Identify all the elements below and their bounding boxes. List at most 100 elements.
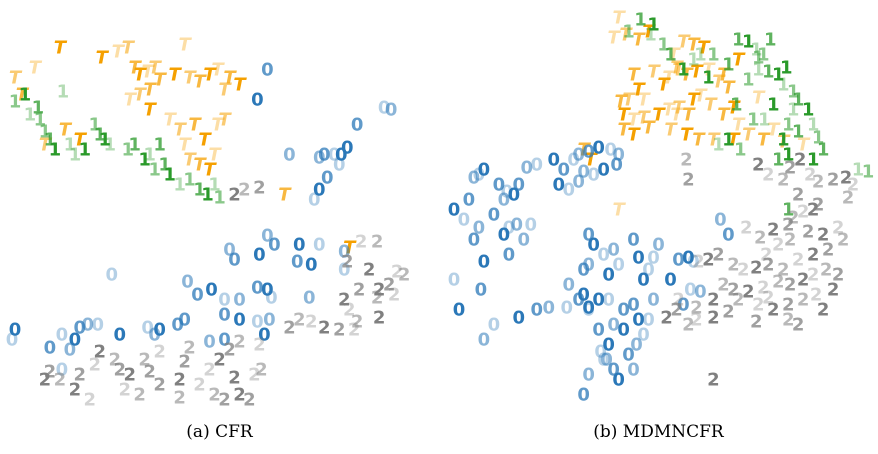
point-label-T: T [664,120,678,141]
point-label-T: T [672,60,686,81]
point-label-T: T [702,60,716,81]
point-label-2: 2 [690,310,703,331]
point-label-2: 2 [44,362,57,383]
point-label-T: T [203,65,217,86]
point-label-0: 0 [251,312,264,333]
point-label-T: T [178,35,192,56]
point-label-T: T [637,108,651,129]
point-label-T: T [144,80,158,101]
point-label-2: 2 [792,185,805,206]
point-label-T: T [9,68,23,89]
point-label-2: 2 [777,170,790,191]
point-label-T: T [722,78,736,99]
point-label-0: 0 [313,235,326,256]
point-label-2: 2 [822,240,835,261]
point-label-2: 2 [680,150,693,171]
point-label-0: 0 [677,295,690,316]
point-label-2: 2 [797,290,810,311]
point-label-T: T [16,85,30,106]
point-label-2: 2 [782,310,795,331]
point-label-T: T [343,238,357,259]
point-label-1: 1 [622,22,635,43]
point-label-T: T [697,38,711,59]
point-label-1: 1 [780,58,793,79]
point-label-0: 0 [617,320,630,341]
point-label-1: 1 [732,30,745,51]
point-label-T: T [662,68,676,89]
point-label-T: T [694,86,708,107]
point-label-T: T [218,110,232,131]
point-label-0: 0 [478,330,491,351]
point-label-T: T [777,132,791,153]
point-label-1: 1 [79,140,92,161]
point-label-1: 1 [852,160,865,181]
point-label-2: 2 [832,218,845,239]
point-label-0: 0 [508,185,521,206]
point-label-1: 1 [664,45,677,66]
point-label-2: 2 [39,370,52,391]
point-label-2: 2 [740,218,753,239]
point-label-1: 1 [762,62,775,83]
point-label-0: 0 [251,90,264,111]
point-label-0: 0 [148,325,161,346]
point-label-T: T [211,115,225,136]
point-label-T: T [142,62,156,83]
point-label-2: 2 [253,178,266,199]
point-label-1: 1 [163,165,176,186]
point-label-1: 1 [750,40,763,61]
point-label-0: 0 [313,148,326,169]
point-label-T: T [647,62,661,83]
point-label-1: 1 [128,135,141,156]
point-label-1: 1 [19,85,32,106]
point-label-0: 0 [722,225,735,246]
point-label-0: 0 [513,308,526,329]
point-label-0: 0 [178,310,191,331]
point-label-1: 1 [138,150,151,171]
point-label-0: 0 [265,288,278,309]
point-label-0: 0 [587,235,600,256]
point-label-0: 0 [592,138,605,159]
point-label-0: 0 [69,330,82,351]
point-label-2: 2 [153,342,166,363]
point-label-0: 0 [582,255,595,276]
point-label-2: 2 [341,252,354,273]
point-label-2: 2 [173,388,186,409]
point-label-2: 2 [727,280,740,301]
point-label-T: T [183,150,197,171]
point-label-0: 0 [602,290,615,311]
point-label-T: T [96,48,110,69]
point-label-T: T [767,120,781,141]
point-label-0: 0 [268,235,281,256]
point-label-0: 0 [604,140,617,161]
point-label-0: 0 [141,318,154,339]
point-label-0: 0 [218,290,231,311]
point-label-2: 2 [660,308,673,329]
point-label-T: T [59,120,73,141]
point-label-0: 0 [205,280,218,301]
point-label-T: T [607,28,621,49]
point-label-1: 1 [677,60,690,81]
point-label-0: 0 [582,298,595,319]
point-label-2: 2 [787,208,800,229]
point-label-0: 0 [617,300,630,321]
point-label-2: 2 [812,172,825,193]
point-label-0: 0 [552,175,565,196]
point-label-T: T [153,70,167,91]
point-label-2: 2 [218,390,231,411]
point-label-2: 2 [94,342,107,363]
point-label-0: 0 [6,330,19,351]
point-label-0: 0 [105,265,118,286]
point-label-2: 2 [54,370,67,391]
point-label-1: 1 [752,60,765,81]
point-label-0: 0 [513,175,526,196]
point-label-0: 0 [503,218,516,239]
point-label-0: 0 [562,275,575,296]
point-label-0: 0 [92,315,105,336]
point-label-2: 2 [373,280,386,301]
point-label-T: T [278,185,292,206]
point-label-0: 0 [594,342,607,363]
point-label-0: 0 [627,360,640,381]
point-label-1: 1 [69,145,82,166]
point-label-1: 1 [787,82,800,103]
point-label-T: T [233,75,247,96]
